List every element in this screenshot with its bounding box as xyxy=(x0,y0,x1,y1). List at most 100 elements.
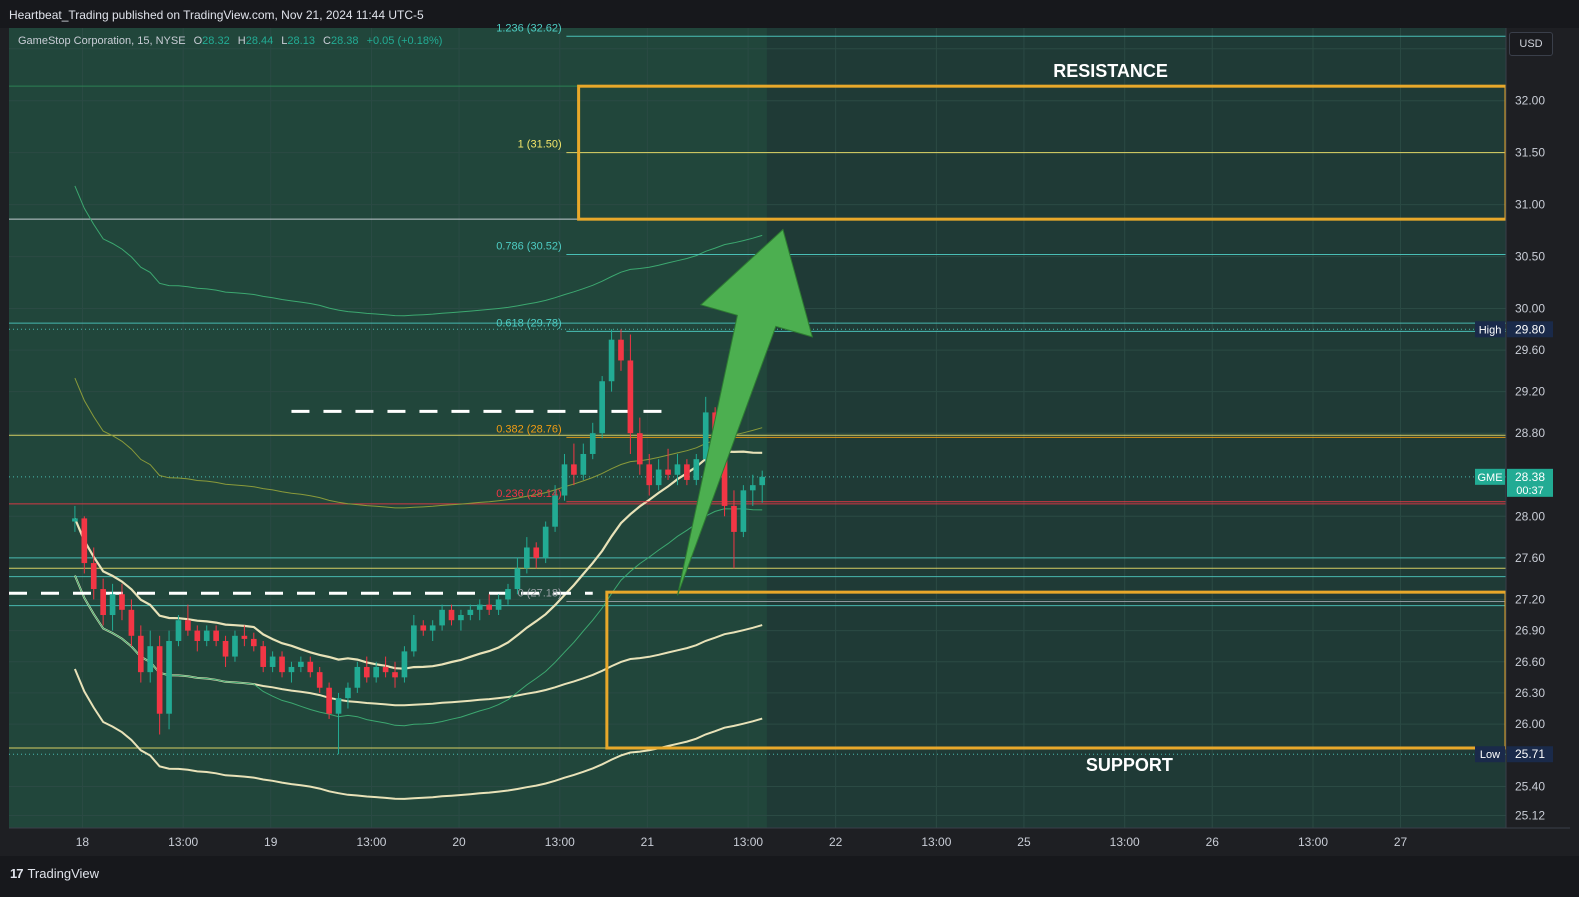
price-tag-bg xyxy=(1507,321,1553,338)
candle-body xyxy=(420,625,427,631)
top-bar: Heartbeat_Trading published on TradingVi… xyxy=(0,0,1579,28)
price-tick-label: 29.60 xyxy=(1515,343,1545,357)
candle-body xyxy=(392,672,398,678)
symbol-name: GameStop Corporation, 15, NYSE xyxy=(18,35,186,47)
price-tag-label-bg xyxy=(1475,321,1505,338)
tradingview-logo[interactable]: 17 TradingView xyxy=(10,866,99,881)
price-tick-label: 26.60 xyxy=(1515,655,1545,669)
time-tick-label: 25 xyxy=(1017,835,1031,849)
candle-body xyxy=(100,589,106,616)
change-value: +0.05 (+0.18%) xyxy=(366,35,443,47)
candle-body xyxy=(137,635,144,673)
price-tag-bg xyxy=(1507,746,1553,763)
currency-button[interactable]: USD xyxy=(1509,32,1553,56)
low-label: L xyxy=(281,35,288,47)
candle-body xyxy=(203,630,210,641)
candle-body xyxy=(580,453,587,475)
candle-body xyxy=(514,568,521,590)
price-tick-label: 27.60 xyxy=(1515,551,1545,565)
price-tick-label: 27.20 xyxy=(1515,592,1545,606)
candle-body xyxy=(213,630,219,641)
moving-average-line xyxy=(73,450,763,670)
price-tag-label: GME xyxy=(1477,472,1502,484)
candle-body xyxy=(279,656,285,673)
candle-body xyxy=(524,547,530,569)
candle-body xyxy=(599,381,605,434)
time-axis-bg xyxy=(9,828,1570,856)
time-tick-label: 20 xyxy=(452,835,466,849)
price-tag-label: High xyxy=(1479,324,1502,336)
fib-label: 0.618 (29.78) xyxy=(496,317,561,329)
price-tag-value: 29.80 xyxy=(1515,322,1545,336)
candle-body xyxy=(552,495,558,527)
fib-label: 0.236 (28.14) xyxy=(496,488,561,500)
price-tag-value: 28.38 xyxy=(1515,470,1545,484)
candle-body xyxy=(72,518,78,522)
price-tick-label: 28.80 xyxy=(1515,426,1545,440)
symbol-legend: GameStop Corporation, 15, NYSE O28.32 H2… xyxy=(18,35,442,47)
candle-body xyxy=(571,464,577,475)
support-label: SUPPORT xyxy=(1086,755,1173,775)
candle-body xyxy=(684,464,690,480)
candle-body xyxy=(156,646,163,714)
price-axis-bg xyxy=(1506,28,1570,828)
candle-body xyxy=(693,459,700,480)
candle-body xyxy=(665,469,671,475)
candle-body xyxy=(467,609,474,616)
price-tag-label-bg xyxy=(1475,468,1505,485)
candle-body xyxy=(533,547,540,558)
candle-body xyxy=(589,433,596,454)
price-tick-label: 30.00 xyxy=(1515,302,1545,316)
low-value: 28.13 xyxy=(287,35,315,47)
candle-body xyxy=(194,630,201,641)
candle-body xyxy=(702,412,709,460)
time-tick-label: 13:00 xyxy=(733,835,763,849)
price-tag-countdown: 00:37 xyxy=(1516,485,1544,497)
candle-body xyxy=(618,339,624,361)
time-tick-label: 13:00 xyxy=(1110,835,1140,849)
price-tag-label: Low xyxy=(1480,749,1500,761)
candle-body xyxy=(429,625,436,631)
price-tick-label: 32.00 xyxy=(1515,94,1545,108)
price-tick-label: 25.12 xyxy=(1515,809,1545,823)
time-tick-label: 13:00 xyxy=(1298,835,1328,849)
candle-body xyxy=(298,661,304,667)
price-tick-label: 31.00 xyxy=(1515,198,1545,212)
candle-body xyxy=(250,638,257,647)
close-label: C xyxy=(323,35,331,47)
price-tag-label-bg xyxy=(1475,746,1505,763)
price-tick-label: 28.00 xyxy=(1515,509,1545,523)
resistance-label: RESISTANCE xyxy=(1053,61,1168,81)
candle-body xyxy=(627,360,634,434)
fib-label: 0 (27.18) xyxy=(518,588,562,600)
open-label: O xyxy=(193,35,203,47)
history-shade xyxy=(9,28,767,828)
brand-name: TradingView xyxy=(27,866,100,881)
candle-body xyxy=(721,453,728,506)
price-tick-label: 26.00 xyxy=(1515,717,1545,731)
candle-body xyxy=(655,469,662,486)
time-tick-label: 13:00 xyxy=(168,835,198,849)
candle-body xyxy=(486,604,492,610)
candle-body xyxy=(401,651,408,678)
publisher-caption: Heartbeat_Trading published on TradingVi… xyxy=(9,8,424,22)
candle-body xyxy=(232,635,238,657)
candle-body xyxy=(731,505,737,532)
candle-body xyxy=(448,609,455,621)
candle-body xyxy=(260,646,267,667)
fib-label: 0.786 (30.52) xyxy=(496,240,561,252)
time-tick-label: 13:00 xyxy=(356,835,386,849)
up-arrow xyxy=(677,228,814,596)
candle-body xyxy=(269,656,276,667)
candle-body xyxy=(119,594,125,610)
high-label: H xyxy=(237,35,246,47)
candle-body xyxy=(636,433,643,465)
bottom-bar xyxy=(0,856,1579,897)
fib-label: 0.382 (28.76) xyxy=(496,423,561,435)
candle-body xyxy=(476,604,483,610)
inner-band-line xyxy=(74,508,763,727)
candle-body xyxy=(363,666,370,678)
price-tick-label: 31.50 xyxy=(1515,146,1545,160)
price-tick-label: 26.30 xyxy=(1515,686,1545,700)
